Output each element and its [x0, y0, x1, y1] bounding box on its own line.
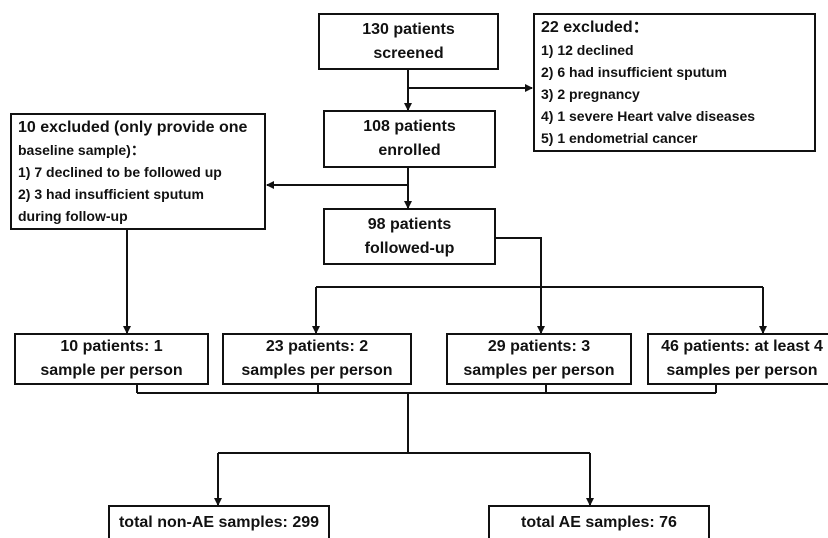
total-box: total AE samples: 76	[488, 505, 710, 538]
group-box: 23 patients: 2 samples per person	[222, 333, 412, 385]
box-text: baseline sample)：	[18, 141, 145, 158]
box-text: followed-up	[364, 239, 455, 257]
arrow	[496, 237, 545, 334]
box-text: samples per person	[666, 362, 818, 379]
excluded-box: 22 excluded： 1) 12 declined 2) 6 had insuf…	[533, 13, 816, 152]
box-text: screened	[373, 44, 444, 62]
box-text: 29 patients: 3	[487, 338, 591, 355]
box-text: 1) 7 declined to be followed up	[18, 163, 222, 180]
box-text: total non-AE samples: 299	[118, 514, 320, 531]
box-text: 130 patients	[362, 20, 455, 38]
enrolled-box: 108 patients enrolled	[323, 110, 496, 168]
box-text: 22 excluded：	[541, 18, 649, 36]
box-text: 108 patients	[363, 118, 456, 135]
box-text: 2) 3 had insufficient sputum	[18, 185, 204, 202]
box-text: sample per person	[40, 362, 183, 379]
total-box: total non-AE samples: 299	[108, 505, 330, 538]
box-text: total AE samples: 76	[521, 514, 677, 531]
followed-box: 98 patients followed-up	[323, 208, 496, 265]
box-text: enrolled	[378, 142, 441, 159]
screened-box: 130 patients screened	[318, 13, 499, 70]
box-text: 4) 1 severe Heart valve diseases	[541, 107, 756, 124]
box-text: 98 patients	[367, 215, 452, 233]
box-text: 46 patients: at least 4	[661, 338, 823, 355]
group-box: 10 patients: 1 sample per person	[14, 333, 209, 385]
box-text: 1) 12 declined	[541, 41, 634, 58]
box-text: 2) 6 had insufficient sputum	[541, 63, 727, 80]
box-text: 3) 2 pregnancy	[541, 85, 640, 102]
group-box: 29 patients: 3 samples per person	[446, 333, 632, 385]
box-text: samples per person	[241, 362, 393, 379]
box-text: 10 excluded (only provide one	[18, 118, 248, 136]
group-box: 46 patients: at least 4 samples per perso…	[647, 333, 828, 385]
box-text: 10 patients: 1	[60, 338, 163, 355]
box-text: 23 patients: 2	[265, 338, 369, 355]
box-text: 5) 1 endometrial cancer	[541, 129, 698, 146]
box-text: during follow-up	[18, 207, 128, 224]
excluded-box: 10 excluded (only provide one baseline sa…	[10, 113, 266, 230]
box-text: samples per person	[463, 362, 615, 379]
